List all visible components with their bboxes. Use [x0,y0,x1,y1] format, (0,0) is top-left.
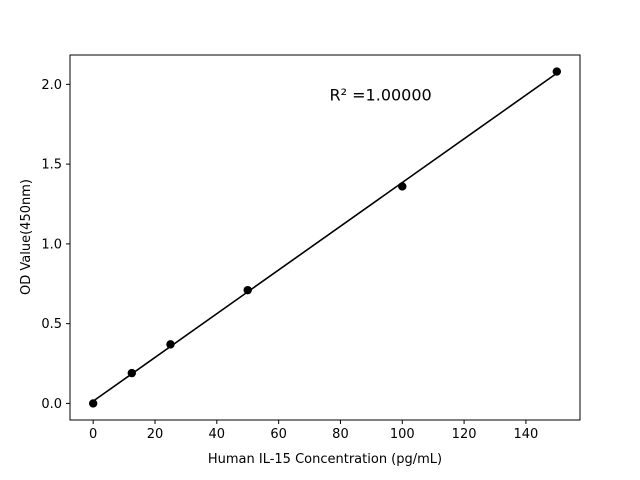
y-tick-label: 2.0 [41,78,62,93]
y-tick-label: 0.5 [41,317,62,332]
axis-ticks: 0 20 40 60 80 100 120 140 0.0 0.5 1.0 1.5 2.0 [41,78,538,442]
y-tick-label: 1.0 [41,237,62,252]
y-axis-label: OD Value(450nm) [19,179,34,295]
x-tick-label: 0 [89,427,97,442]
x-tick-label: 80 [332,427,349,442]
x-tick-label: 20 [147,427,164,442]
x-tick-label: 120 [452,427,477,442]
y-tick-label: 0.0 [41,397,62,412]
x-tick-label: 100 [390,427,415,442]
data-point [166,340,175,349]
x-tick-label: 140 [513,427,538,442]
data-point [552,67,562,76]
x-tick-label: 60 [270,427,287,442]
x-axis-label: Human IL-15 Concentration (pg/mL) [208,452,442,467]
data-point [127,368,137,378]
data-series [88,67,562,408]
axis-frame [69,54,581,421]
data-point [88,399,98,408]
x-tick-label: 40 [209,427,226,442]
y-tick-label: 1.5 [41,158,62,173]
data-point [243,285,252,295]
r-squared-annotation: R² =1.00000 [330,85,432,104]
data-point [398,182,407,191]
